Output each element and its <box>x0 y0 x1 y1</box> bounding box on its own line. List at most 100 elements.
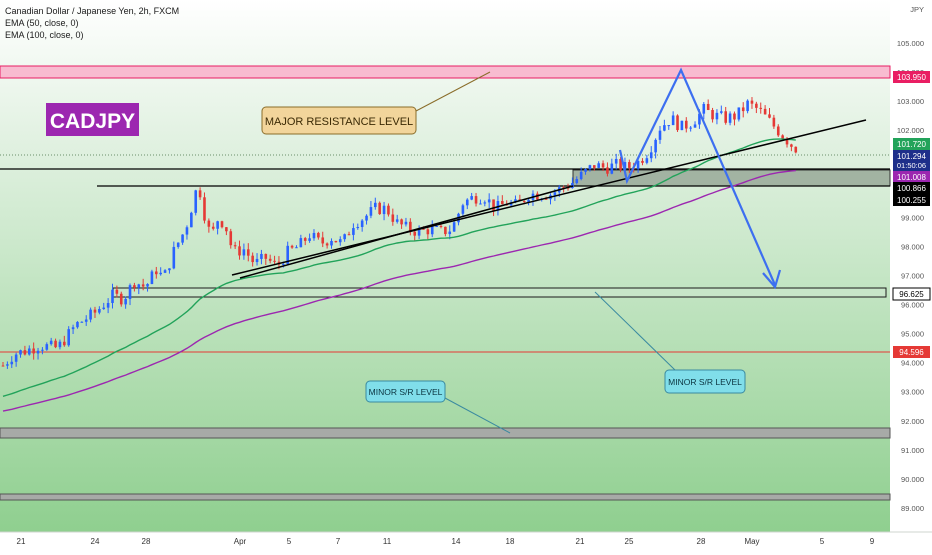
minor-left-callout-pointer <box>444 397 511 434</box>
tag-last-price <box>893 150 930 171</box>
candle-body <box>430 226 434 235</box>
candle-body <box>483 202 487 204</box>
candle-body <box>452 222 456 232</box>
candle-body <box>159 272 162 275</box>
candle-body <box>387 205 390 215</box>
candle-body <box>317 232 320 238</box>
candle-body <box>474 196 478 204</box>
candle-body <box>172 246 176 269</box>
candle-body <box>448 231 452 235</box>
candle-body <box>141 284 145 287</box>
candle-body <box>439 225 443 227</box>
candle-body <box>698 113 701 125</box>
candle-body <box>413 231 417 236</box>
candle-body <box>106 303 110 308</box>
x-tick-label: 25 <box>625 537 634 546</box>
candle-body <box>14 354 18 362</box>
candle-body <box>579 171 583 180</box>
candle-body <box>737 107 741 120</box>
candle-body <box>417 228 421 236</box>
tag-ema50 <box>893 138 930 150</box>
tag-support <box>892 287 931 301</box>
tag-red-line-text: 94.596 <box>899 348 924 357</box>
candle-body <box>299 238 303 248</box>
candle-body <box>702 103 706 114</box>
candle-body <box>794 146 798 153</box>
candle-body <box>119 293 123 305</box>
candle-body <box>496 201 500 211</box>
candle-body <box>45 344 49 350</box>
candle-body <box>776 126 780 136</box>
candle-body <box>286 245 289 264</box>
candle-body <box>63 341 66 346</box>
candle-body <box>693 124 697 128</box>
candle-body <box>470 196 473 200</box>
price-axis-background <box>890 0 932 532</box>
minor-sr-callout-right <box>664 369 746 394</box>
candle-body <box>225 227 228 232</box>
candle-body <box>593 165 596 168</box>
support-zone-96 <box>112 287 887 298</box>
candle-body <box>111 289 114 304</box>
candle-body <box>211 226 215 229</box>
candle-body <box>93 309 97 313</box>
candle-body <box>544 198 548 200</box>
candle-body <box>658 130 662 140</box>
major-resistance-callout <box>261 106 417 135</box>
y-tick-label: 102.000 <box>897 126 924 135</box>
y-tick-label: 89.000 <box>901 504 924 513</box>
candle-body <box>649 152 653 159</box>
candle-body <box>220 221 224 228</box>
candle-body <box>584 169 587 172</box>
candle-body <box>352 228 355 235</box>
x-tick-label: 11 <box>383 537 392 546</box>
candle-body <box>790 144 793 147</box>
candle-body <box>610 163 614 174</box>
candle-body <box>176 242 180 247</box>
major-resistance-zone <box>0 65 891 79</box>
candle-body <box>334 240 338 243</box>
candle-body <box>128 285 132 299</box>
candle-body <box>168 268 171 271</box>
tag-ema50-text: 101.720 <box>897 140 926 149</box>
candle-body <box>190 212 193 228</box>
candle-body <box>404 221 408 225</box>
ema100-legend: EMA (100, close, 0) <box>5 30 84 40</box>
candle-body <box>400 219 403 225</box>
candle-body <box>606 167 609 174</box>
y-tick-label: 90.000 <box>901 475 924 484</box>
time-axis[interactable]: 21 24 28 Apr 5 7 11 14 18 21 25 28 May 5 9 <box>17 537 875 546</box>
x-tick-label: 5 <box>820 537 825 546</box>
candle-body <box>715 112 719 120</box>
tag-ema100 <box>893 171 930 182</box>
tag-level-a <box>893 182 930 194</box>
candle-body <box>501 201 504 205</box>
x-tick-label: 5 <box>287 537 292 546</box>
candle-body <box>203 197 206 221</box>
minor-sr-callout-right-text: MINOR S/R LEVEL <box>668 377 742 387</box>
candle-body <box>58 341 62 348</box>
x-tick-label: Apr <box>234 537 247 546</box>
candle-body <box>654 139 657 153</box>
tag-level-b <box>893 194 930 206</box>
candle-body <box>198 190 202 198</box>
x-tick-label: 18 <box>506 537 515 546</box>
candle-body <box>54 340 57 348</box>
candle-body <box>641 160 644 163</box>
candle-body <box>733 113 736 120</box>
candle-body <box>67 329 70 346</box>
candle-body <box>724 111 727 123</box>
candle-body <box>382 205 386 215</box>
x-tick-label: May <box>744 537 759 546</box>
candle-body <box>426 229 430 235</box>
y-tick-label: 92.000 <box>901 417 924 426</box>
candle-body <box>194 190 198 213</box>
y-tick-label: 105.000 <box>897 39 924 48</box>
candle-body <box>706 103 710 110</box>
candle-body <box>233 245 237 247</box>
candle-body <box>369 207 373 216</box>
candle-body <box>216 221 219 229</box>
minor-sr-zone-90 <box>0 493 891 501</box>
